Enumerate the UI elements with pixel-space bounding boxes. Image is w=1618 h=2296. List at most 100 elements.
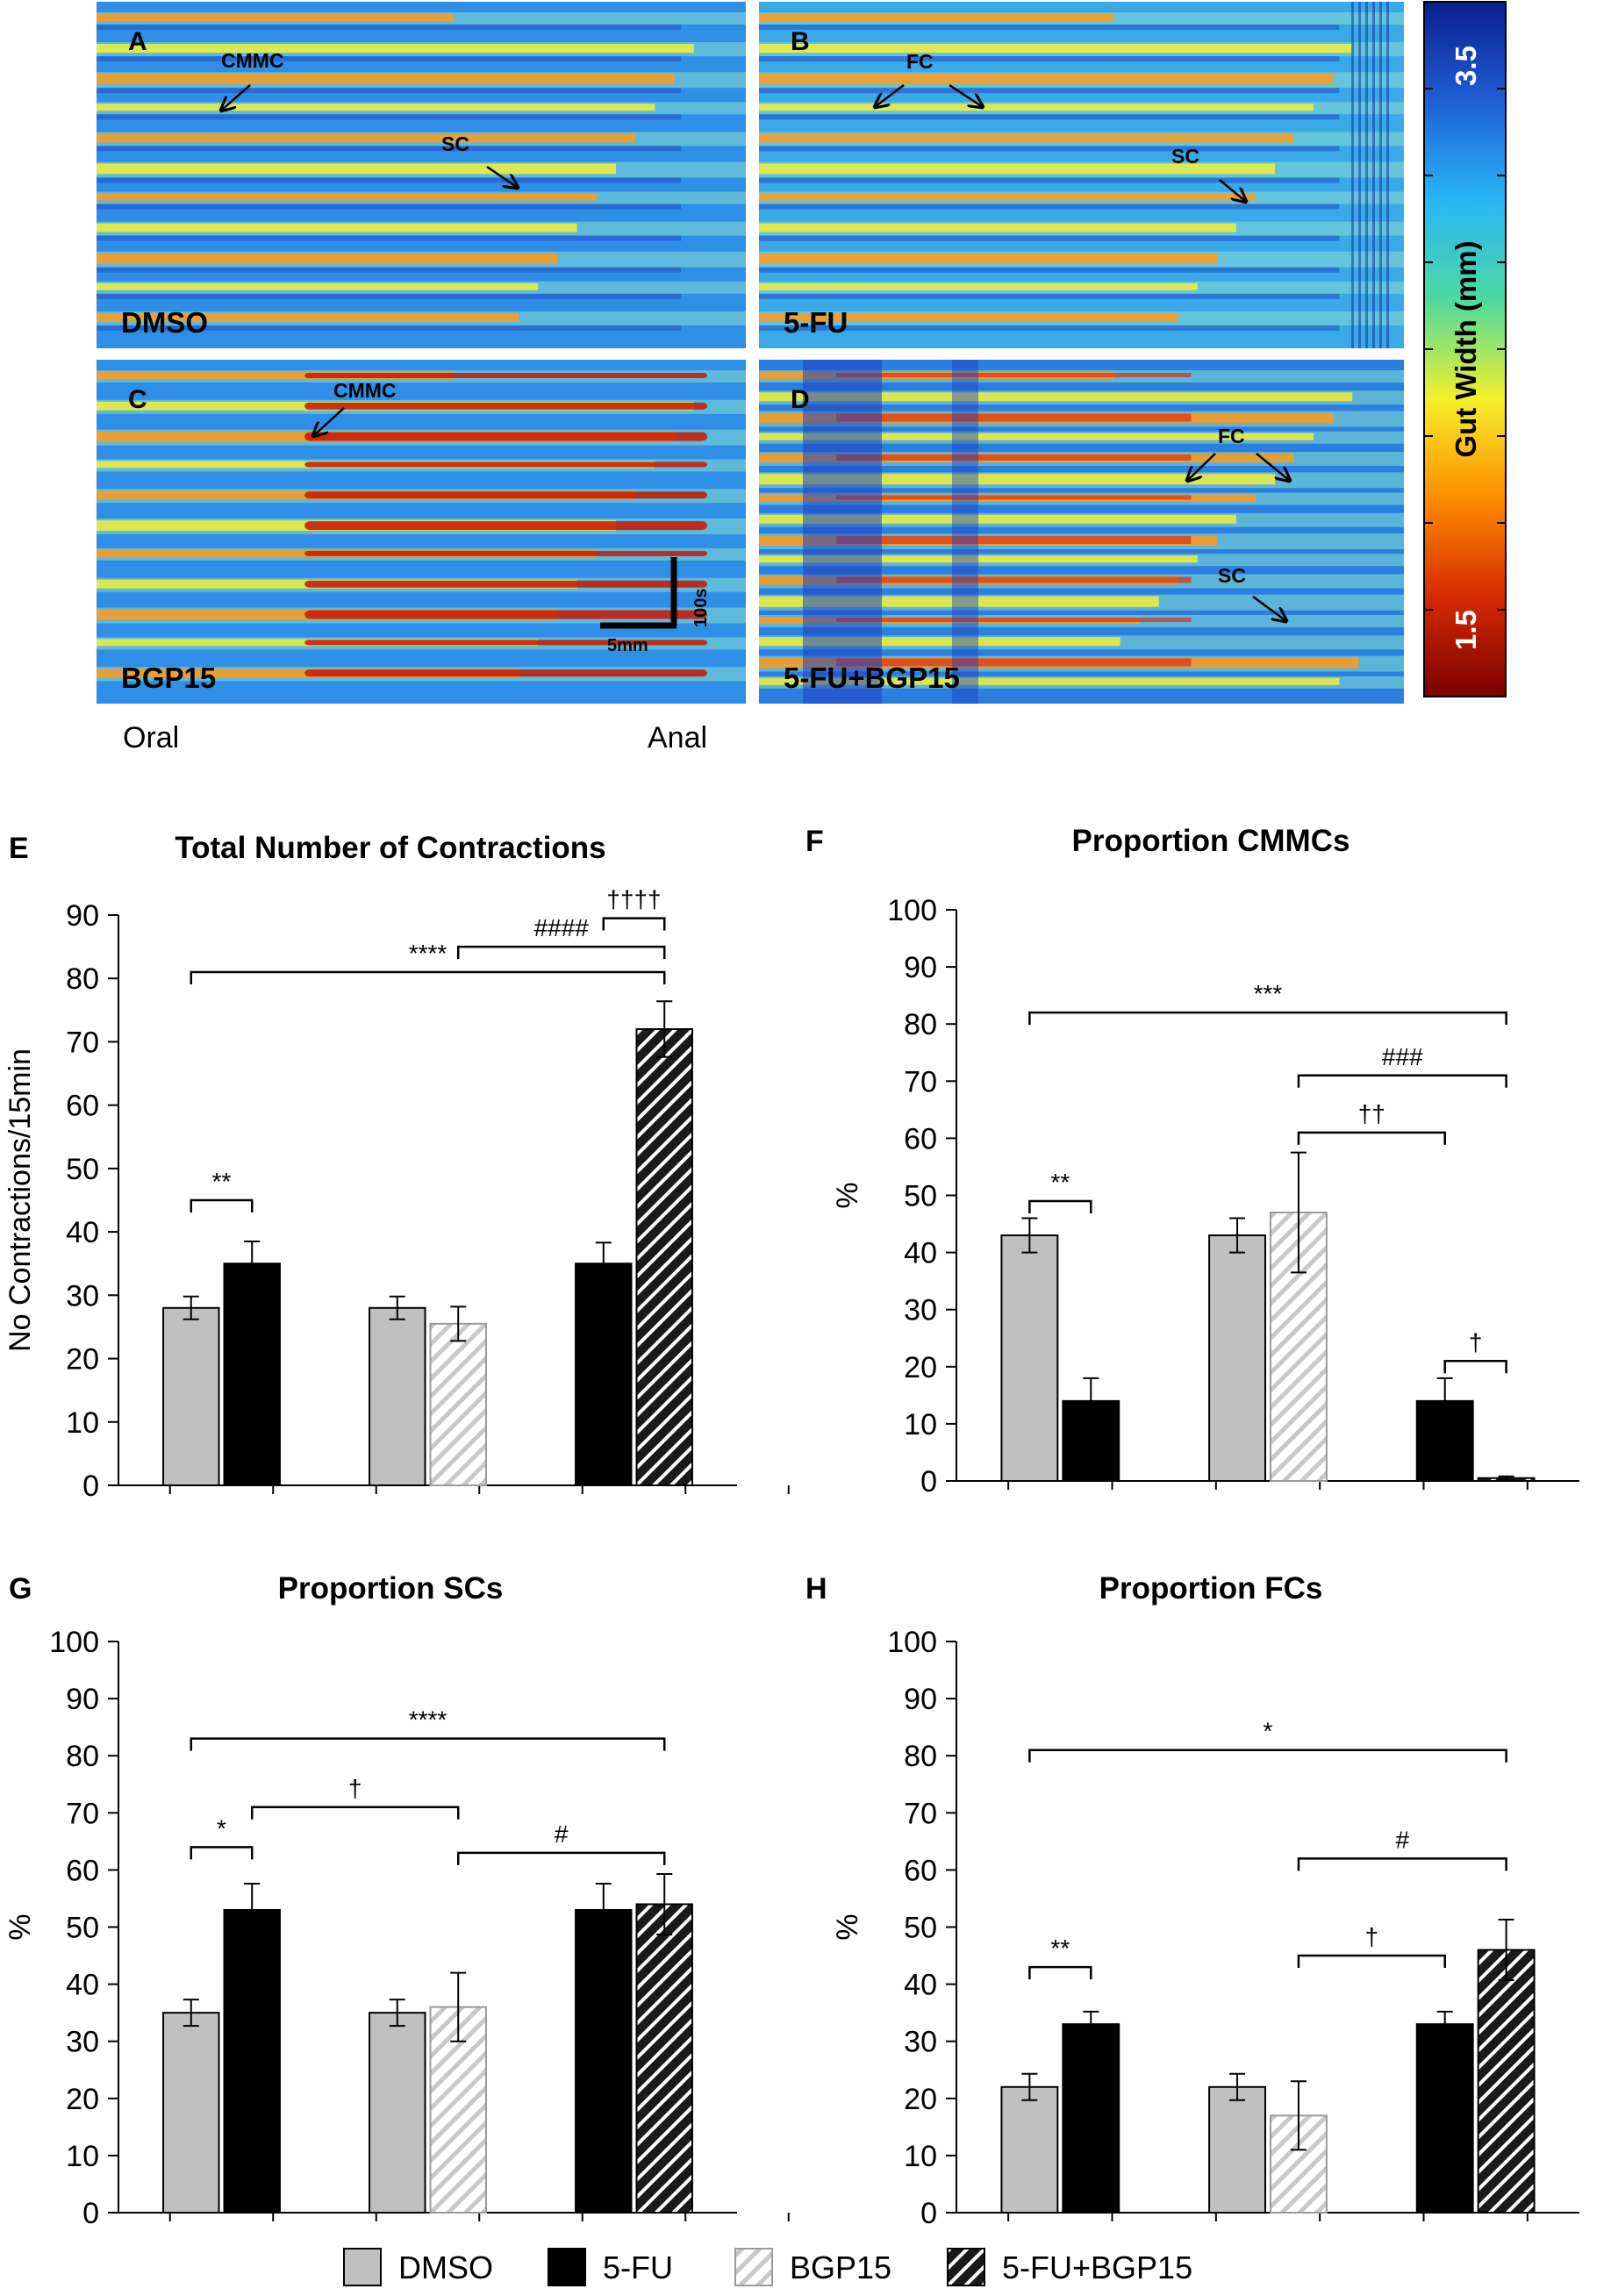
y-tick-label: 20: [904, 1351, 937, 1384]
bracket-line: [1297, 1857, 1507, 1871]
legend-swatch: [947, 2248, 985, 2286]
y-tick-label: 80: [904, 1740, 937, 1773]
heatmap-annotation: SC: [1218, 564, 1286, 621]
bar: [1208, 1234, 1266, 1482]
heatmap-stripe-red: [304, 580, 707, 588]
bar: [162, 1306, 220, 1487]
y-tick-label: 0: [82, 1470, 99, 1503]
bracket-line: [190, 1846, 254, 1860]
heatmap-stripe-dark: [97, 177, 681, 183]
significance-bracket: ***: [1028, 980, 1507, 1026]
y-tick-label: 70: [904, 1065, 937, 1098]
heatmap-stripe-dark: [759, 204, 1340, 210]
error-bar: [1083, 1377, 1099, 1425]
error-bar: [1021, 1217, 1038, 1254]
error-bar: [183, 1295, 199, 1320]
significance-bracket: †: [1443, 1328, 1507, 1374]
bracket-line: [602, 917, 666, 931]
y-tick-label: 30: [66, 1279, 99, 1313]
error-bar: [450, 1305, 467, 1342]
bar: [1000, 1234, 1059, 1482]
y-axis-label: %: [831, 1913, 864, 1940]
anal-label: Anal: [648, 721, 707, 755]
annotation-label: CMMC: [333, 379, 397, 402]
heatmap-stripe: [759, 133, 1295, 143]
annotation-arrow: [1219, 179, 1246, 202]
y-tick-label: 70: [66, 1797, 99, 1830]
heatmap-stripe: [759, 474, 1275, 485]
bar: [1477, 1949, 1536, 2214]
significance-bracket: **: [190, 1168, 254, 1212]
scale-length-label: 5mm: [607, 636, 648, 655]
y-tick-label: 40: [904, 1237, 937, 1270]
heatmap-annotation: FC: [1187, 425, 1290, 481]
significance-bracket: **: [1028, 1935, 1092, 1980]
bracket-line: [1028, 1749, 1507, 1763]
error-bar: [595, 1883, 612, 1937]
condition-label: 5-FU+BGP15: [784, 662, 960, 694]
condition-label: 5-FU: [784, 306, 848, 339]
heatmap-stripe: [97, 44, 694, 54]
bar: [223, 1262, 281, 1486]
heatmap-stripe-red: [836, 576, 1192, 583]
y-tick-label: 90: [904, 1683, 937, 1716]
colorbar-gradient: [1423, 1, 1507, 697]
bar: [1208, 2085, 1266, 2214]
heatmap-stripe-dark: [759, 25, 1340, 30]
bracket-line: [250, 1806, 460, 1820]
error-bar: [1229, 1217, 1246, 1254]
heatmap-stripe-red: [304, 373, 707, 378]
heatmap-stripe-red: [304, 640, 707, 646]
significance-label: ###: [1382, 1043, 1423, 1070]
y-tick-label: 0: [920, 1465, 937, 1498]
significance-bracket: #: [1297, 1826, 1507, 1871]
error-bar: [1229, 2072, 1246, 2101]
significance-bracket: **: [1028, 1169, 1092, 1214]
y-tick-label: 80: [66, 1740, 99, 1773]
condition-label: DMSO: [121, 306, 208, 339]
heatmap-stripe: [759, 637, 1120, 647]
heatmap-stripe-red: [304, 610, 707, 619]
y-tick-label: 60: [66, 1090, 99, 1123]
bar: [1000, 2085, 1059, 2214]
y-tick-label: 50: [66, 1912, 99, 1945]
heatmap-stripe-red: [836, 618, 1192, 622]
heatmap-stripe-red: [836, 536, 1192, 544]
error-bar: [244, 1883, 261, 1937]
chart-title: Proportion FCs: [1099, 1571, 1323, 1606]
heatmap-stripe-dark: [97, 235, 681, 241]
heatmap-stripe-dark: [97, 293, 681, 299]
heatmap-stripe: [97, 223, 577, 232]
heatmap-stripe-red: [836, 413, 1192, 422]
significance-bracket: ###: [1297, 1043, 1507, 1088]
heatmap-stripe: [759, 253, 1217, 264]
heatmap-annotation: CMMC: [221, 49, 284, 111]
legend-label: DMSO: [398, 2250, 493, 2285]
heatmap-vertical-band: [1351, 2, 1354, 348]
heatmap-stripe: [97, 283, 539, 290]
annotation-arrow: [1256, 453, 1290, 481]
error-bar: [656, 1872, 673, 1935]
panel-letter: A: [128, 27, 147, 56]
heatmap-vertical-band: [1372, 2, 1375, 348]
error-bar: [1021, 2072, 1038, 2101]
legend-item: 5-FU+BGP15: [947, 2248, 1192, 2286]
heatmap-stripe: [759, 312, 1178, 322]
y-tick-label: 80: [66, 962, 99, 996]
legend-label: BGP15: [790, 2250, 891, 2285]
heatmap-stripe-dark: [759, 88, 1340, 94]
scale-bar: 100s 5mm: [600, 557, 711, 655]
bracket-line: [1028, 1199, 1092, 1214]
y-tick-label: 100: [887, 894, 937, 927]
oral-label: Oral: [123, 721, 179, 755]
y-tick-label: 10: [66, 2140, 99, 2173]
heatmap-stripe-red: [304, 432, 707, 441]
heatmap-stripe-dark: [759, 293, 1340, 299]
heatmap-stripe: [759, 193, 1256, 201]
y-tick-label: 10: [904, 2140, 937, 2173]
annotation-label: CMMC: [221, 49, 284, 72]
significance-bracket: ††††: [602, 886, 666, 931]
heatmap-stripe-dark: [97, 267, 681, 273]
error-bar: [183, 1999, 199, 2028]
